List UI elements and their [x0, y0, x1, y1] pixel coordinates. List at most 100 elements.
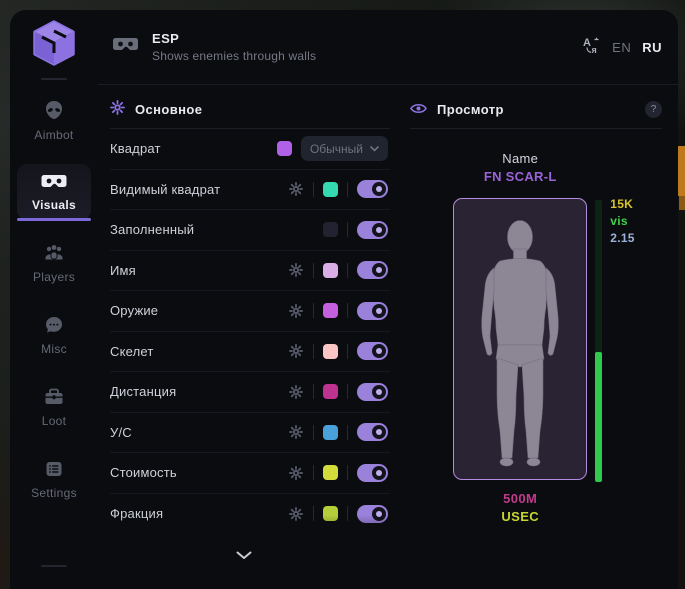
setting-label: Видимый квадрат: [110, 181, 221, 197]
target-name-label: Name: [502, 151, 539, 166]
svg-text:я: я: [592, 45, 597, 54]
setting-row-vidimyi-kvadrat: Видимый квадрат: [110, 170, 390, 210]
sidebar-item-label: Loot: [41, 414, 67, 428]
scroll-down-chevron-icon[interactable]: [236, 547, 252, 565]
content-area: ESP Shows enemies through walls A я EN R…: [98, 10, 678, 589]
setting-label: Фракция: [110, 506, 164, 522]
sidebar-item-loot[interactable]: Loot: [17, 378, 91, 436]
cheat-menu-window: Aimbot Visuals: [10, 10, 678, 589]
setting-row-ys: У/С: [110, 413, 390, 453]
alien-icon: [43, 99, 65, 121]
toggle-switch[interactable]: [357, 463, 388, 482]
lang-en-button[interactable]: EN: [612, 39, 632, 55]
sidebar-item-visuals[interactable]: Visuals: [17, 164, 91, 221]
box-style-dropdown[interactable]: Обычный: [300, 136, 388, 162]
page-title: ESP: [152, 31, 180, 46]
toggle-switch[interactable]: [357, 423, 388, 442]
background-game-object: [679, 196, 685, 210]
toggle-switch[interactable]: [357, 504, 388, 523]
list-icon: [44, 459, 64, 479]
vr-goggles-icon: [112, 36, 139, 59]
gear-icon[interactable]: [288, 303, 304, 319]
toggle-switch[interactable]: [357, 261, 388, 280]
setting-label: Квадрат: [110, 141, 161, 157]
gear-icon[interactable]: [288, 343, 304, 359]
color-swatch[interactable]: [323, 465, 338, 481]
health-track: [595, 200, 603, 482]
setting-label: Скелет: [110, 343, 154, 359]
health-fill: [595, 352, 603, 482]
background-game-object: [676, 146, 685, 196]
color-swatch[interactable]: [276, 141, 292, 157]
color-swatch[interactable]: [323, 424, 338, 440]
toggle-switch[interactable]: [357, 382, 388, 401]
language-switcher: A я EN RU: [582, 35, 662, 59]
model-column: Name FN SCAR-L: [453, 151, 588, 524]
chevron-down-icon: [370, 145, 379, 152]
setting-row-zapolnennyi: Заполненный: [110, 210, 390, 251]
setting-label: Заполненный: [110, 222, 195, 238]
toggle-switch[interactable]: [357, 220, 388, 239]
sidebar-item-label: Players: [32, 270, 76, 284]
section-header-preview: Просмотр ?: [410, 85, 662, 129]
sidebar-item-label: Misc: [41, 342, 67, 356]
setting-label: Оружие: [110, 303, 159, 319]
setting-row-imya: Имя: [110, 251, 390, 291]
sidebar: Aimbot Visuals: [10, 10, 98, 589]
gear-icon: [110, 99, 125, 120]
translate-icon: A я: [582, 35, 601, 59]
sidebar-bottom-divider: [41, 565, 67, 567]
stat-value: 15K: [610, 197, 634, 211]
people-icon: [43, 243, 65, 263]
setting-label: Имя: [110, 262, 136, 278]
sidebar-nav: Aimbot Visuals: [10, 90, 98, 508]
faction-label: USEC: [501, 509, 540, 524]
preview-body: Name FN SCAR-L: [418, 129, 670, 524]
section-header-main: Основное: [110, 85, 390, 129]
setting-row-stoimost: Стоимость: [110, 453, 390, 494]
toggle-switch[interactable]: [357, 342, 388, 361]
page-subtitle: Shows enemies through walls: [152, 49, 317, 63]
gear-icon[interactable]: [288, 424, 304, 440]
esp-stats: 15K vis 2.15: [610, 197, 635, 524]
sidebar-item-misc[interactable]: Misc: [17, 306, 91, 364]
toggle-switch[interactable]: [357, 180, 388, 199]
sidebar-item-label: Visuals: [32, 198, 76, 212]
header-titles: ESP Shows enemies through walls: [152, 31, 316, 63]
setting-label: Стоимость: [110, 465, 177, 481]
setting-row-frakciya: Фракция: [110, 494, 390, 535]
toggle-switch[interactable]: [357, 301, 388, 320]
color-swatch[interactable]: [323, 222, 338, 238]
gear-icon[interactable]: [288, 465, 304, 481]
sg-cube-logo-icon: [31, 20, 77, 66]
help-badge[interactable]: ?: [645, 101, 662, 118]
sidebar-item-players[interactable]: Players: [17, 234, 91, 292]
distance-label: 500M: [503, 491, 538, 506]
gear-icon[interactable]: [288, 506, 304, 522]
panes: Основное Квадрат Обычный: [98, 85, 678, 589]
color-swatch[interactable]: [323, 181, 338, 197]
chat-dots-icon: [44, 315, 64, 335]
setting-row-skelet: Скелет: [110, 332, 390, 372]
color-swatch[interactable]: [323, 384, 338, 400]
esp-settings-panel: Основное Квадрат Обычный: [98, 85, 390, 589]
stat-visibility: vis: [610, 214, 628, 228]
color-swatch[interactable]: [323, 303, 338, 319]
gear-icon[interactable]: [288, 384, 304, 400]
color-swatch[interactable]: [323, 506, 338, 522]
lang-ru-button[interactable]: RU: [642, 39, 662, 55]
setting-row-kvadrat: Квадрат Обычный: [110, 129, 390, 170]
gear-icon[interactable]: [288, 181, 304, 197]
gear-icon[interactable]: [288, 262, 304, 278]
preview-panel: Просмотр ? Name FN SCAR-L: [410, 85, 678, 589]
sidebar-item-aimbot[interactable]: Aimbot: [17, 90, 91, 150]
section-title: Просмотр: [437, 102, 504, 117]
setting-row-distanciya: Дистанция: [110, 372, 390, 413]
chest-icon: [43, 387, 65, 407]
sidebar-item-label: Aimbot: [34, 128, 74, 142]
color-swatch[interactable]: [323, 343, 338, 359]
setting-label: Дистанция: [110, 384, 177, 400]
sidebar-item-settings[interactable]: Settings: [17, 450, 91, 508]
setting-row-oruzhie: Оружие: [110, 291, 390, 332]
color-swatch[interactable]: [323, 262, 338, 278]
